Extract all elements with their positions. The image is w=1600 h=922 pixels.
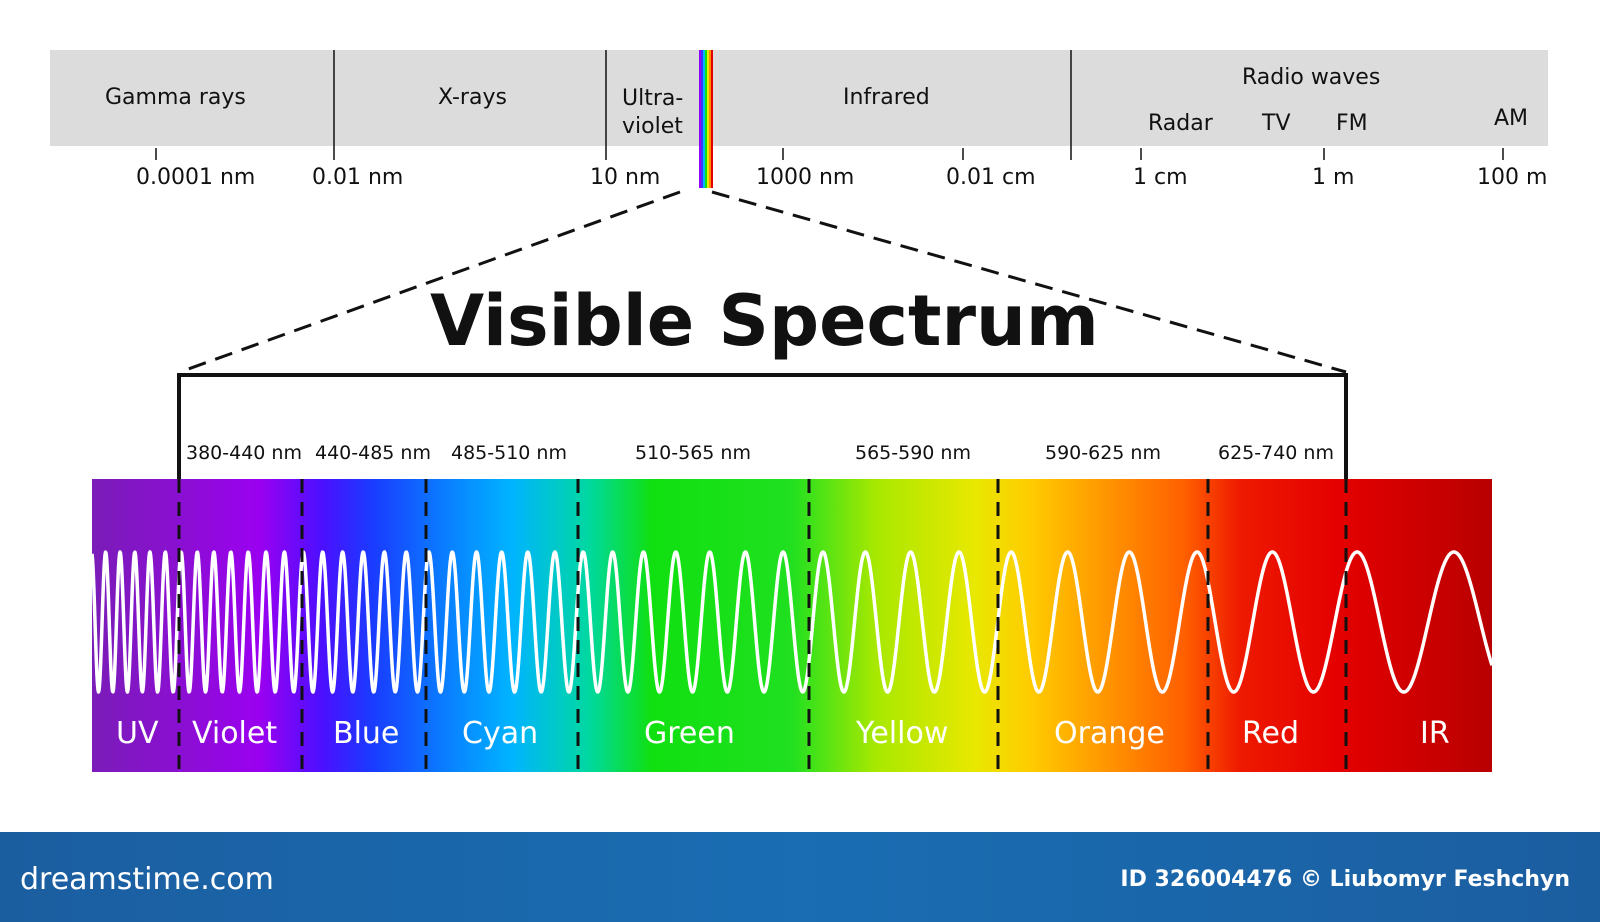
band-label-gamma: Gamma rays: [105, 85, 246, 110]
wavelength-label: 1000 nm: [756, 165, 855, 190]
range-label-orange: 590-625 nm: [1045, 442, 1161, 464]
wavelength-ticks: [155, 148, 1504, 160]
color-label-orange: Orange: [1054, 716, 1165, 751]
color-label-blue: Blue: [333, 716, 400, 751]
band-label-radar: Radar: [1148, 111, 1213, 136]
wavelength-wave: [90, 550, 1494, 694]
color-label-green: Green: [644, 716, 735, 751]
wavelength-label: 0.01 cm: [946, 165, 1036, 190]
wavelength-label: 0.01 nm: [312, 165, 404, 190]
color-label-uv: UV: [116, 716, 159, 751]
band-dividers: [333, 50, 1072, 160]
band-label-infrared: Infrared: [843, 85, 930, 110]
color-label-ir: IR: [1420, 716, 1450, 751]
wavelength-label: 1 cm: [1133, 165, 1188, 190]
range-label-cyan: 485-510 nm: [451, 442, 567, 464]
wavelength-label: 1 m: [1312, 165, 1355, 190]
band-label-uv-line2: violet: [622, 114, 683, 139]
range-label-green: 510-565 nm: [635, 442, 751, 464]
visible-bracket: [177, 373, 1348, 485]
footer-bar: dreamstime.com ID 326004476 © Liubomyr F…: [0, 832, 1600, 922]
range-label-blue: 440-485 nm: [315, 442, 431, 464]
range-label-yellow: 565-590 nm: [855, 442, 971, 464]
visible-rainbow-strip: [699, 50, 713, 188]
color-label-yellow: Yellow: [856, 716, 949, 751]
color-label-violet: Violet: [192, 716, 278, 751]
range-label-violet: 380-440 nm: [186, 442, 302, 464]
range-label-red: 625-740 nm: [1218, 442, 1334, 464]
band-label-fm: FM: [1336, 111, 1368, 136]
footer-logo: dreamstime.com: [20, 862, 274, 897]
range-boundaries: [177, 479, 1348, 772]
wavelength-label: 0.0001 nm: [136, 165, 256, 190]
band-label-tv: TV: [1262, 111, 1291, 136]
color-label-cyan: Cyan: [462, 716, 539, 751]
footer-credit: ID 326004476 © Liubomyr Feshchyn: [1120, 867, 1570, 892]
color-label-red: Red: [1242, 716, 1299, 751]
em-spectrum-band: [50, 50, 1548, 146]
wavelength-label: 10 nm: [590, 165, 661, 190]
band-label-radio: Radio waves: [1242, 65, 1381, 90]
wavelength-label: 100 m: [1477, 165, 1548, 190]
visible-spectrum-title: Visible Spectrum: [430, 280, 1099, 362]
band-label-xrays: X-rays: [438, 85, 507, 110]
band-label-uv-line1: Ultra-: [622, 86, 684, 111]
band-label-am: AM: [1494, 106, 1529, 131]
zoom-lines: [179, 190, 1347, 374]
